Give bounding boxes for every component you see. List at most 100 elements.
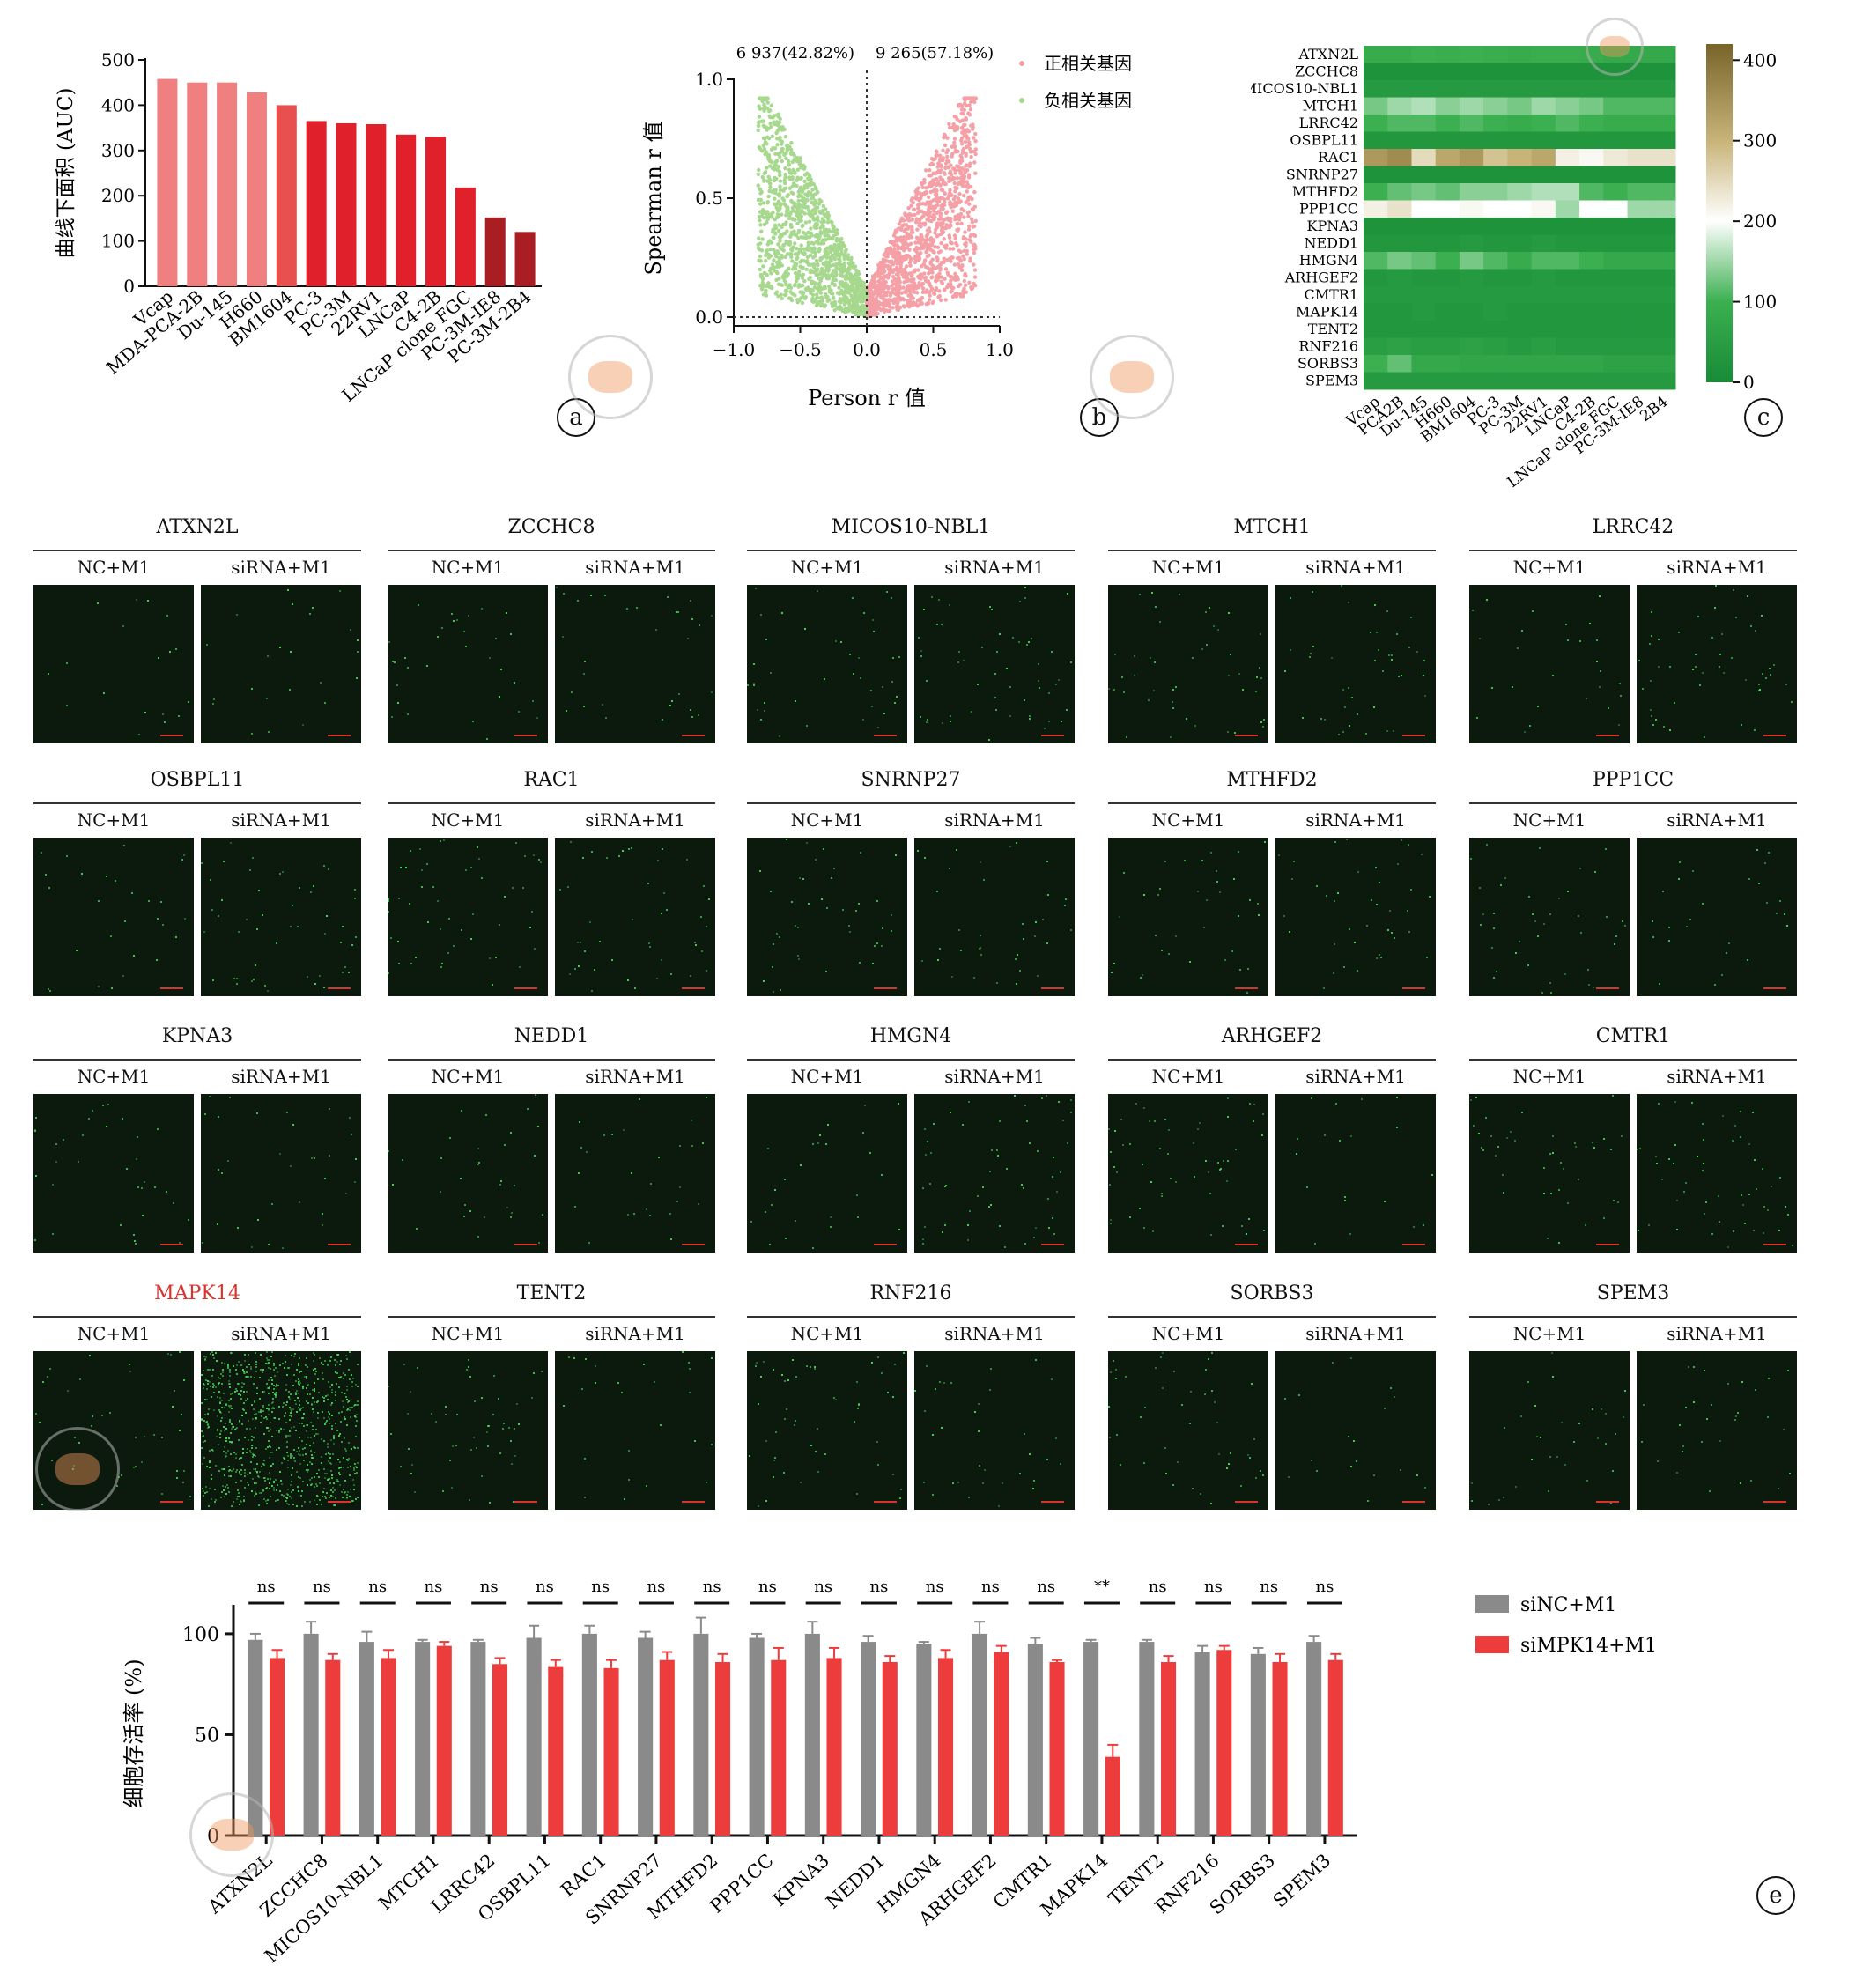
scatter-point-positive bbox=[895, 302, 899, 307]
scatter-point-positive bbox=[933, 288, 938, 292]
heatmap-cell bbox=[1387, 372, 1412, 390]
scatter-point-positive bbox=[934, 279, 938, 284]
heatmap-cell bbox=[1411, 286, 1437, 304]
bar-sinc bbox=[1306, 1642, 1322, 1836]
scatter-point-negative bbox=[766, 174, 771, 179]
scatter-point-positive bbox=[924, 190, 928, 196]
heatmap-cell bbox=[1651, 286, 1676, 304]
heatmap-row-label: OSBPL11 bbox=[1290, 132, 1358, 149]
scatter-point-positive bbox=[937, 289, 942, 293]
fluorescent-cells bbox=[1275, 1094, 1277, 1096]
heatmap-cell bbox=[1531, 218, 1556, 235]
heatmap-cell bbox=[1411, 183, 1437, 201]
scatter-point-positive bbox=[876, 306, 882, 311]
scatter-point-negative bbox=[763, 141, 768, 146]
scatter-point-negative bbox=[757, 145, 762, 150]
heatmap-cell bbox=[1411, 321, 1437, 338]
scatter-point-negative bbox=[823, 233, 827, 238]
heatmap-cell bbox=[1627, 234, 1652, 253]
scatter-point-negative bbox=[843, 297, 847, 301]
scatter-point-positive bbox=[959, 159, 965, 163]
scatter-point-positive bbox=[957, 255, 962, 261]
scatter-point-positive bbox=[892, 243, 897, 248]
scatter-point-positive bbox=[959, 107, 965, 112]
scatter-point-negative bbox=[803, 220, 809, 225]
scatter-point-negative bbox=[790, 246, 795, 250]
scatter-point-positive bbox=[923, 258, 928, 262]
scatter-point-positive bbox=[933, 231, 937, 235]
scatter-point-positive bbox=[882, 253, 886, 257]
bar-simpk14 bbox=[771, 1659, 787, 1836]
scatter-point-negative bbox=[828, 263, 833, 268]
scatter-point-negative bbox=[793, 203, 797, 208]
fluorescence-image bbox=[1108, 585, 1268, 743]
scatter-point-positive bbox=[900, 272, 905, 277]
scatter-point-negative bbox=[823, 285, 827, 291]
scatter-point-positive bbox=[945, 154, 950, 159]
scatter-point-positive bbox=[955, 221, 960, 226]
scatter-point-positive bbox=[889, 291, 894, 295]
scatter-point-negative bbox=[832, 283, 838, 288]
scatter-point-positive bbox=[945, 136, 950, 140]
scale-bar bbox=[1041, 1244, 1064, 1245]
scatter-point-negative bbox=[772, 235, 776, 240]
fluorescent-cells bbox=[555, 838, 557, 839]
scatter-point-positive bbox=[925, 232, 930, 237]
significance-label: ** bbox=[1094, 1578, 1110, 1596]
scatter-point-positive bbox=[882, 308, 887, 313]
bar-sinc bbox=[526, 1637, 542, 1836]
scatter-point-positive bbox=[919, 264, 924, 269]
scatter-point-positive bbox=[913, 212, 917, 218]
gene-title: MTCH1 bbox=[1233, 516, 1311, 538]
scatter-point-positive bbox=[914, 255, 920, 261]
x-tick-label: −1.0 bbox=[713, 339, 756, 360]
bar-simpk14 bbox=[1272, 1661, 1288, 1836]
heatmap-cell bbox=[1435, 115, 1460, 132]
condition-label-sirna: siRNA+M1 bbox=[1305, 1323, 1406, 1344]
scatter-point-negative bbox=[806, 230, 810, 235]
scatter-point-negative bbox=[810, 297, 816, 302]
journal-seal-watermark bbox=[1090, 335, 1174, 419]
heatmap-cell bbox=[1459, 337, 1484, 356]
scale-bar bbox=[328, 987, 351, 989]
scatter-point-negative bbox=[805, 183, 810, 188]
fluorescence-image bbox=[388, 1094, 548, 1253]
scatter-point-negative bbox=[803, 192, 808, 196]
heatmap-cell bbox=[1627, 303, 1652, 321]
scatter-point-positive bbox=[963, 129, 968, 135]
scatter-point-positive bbox=[931, 291, 936, 296]
scatter-point-positive bbox=[943, 267, 949, 271]
scatter-point-negative bbox=[843, 277, 848, 281]
scatter-point-positive bbox=[919, 233, 923, 238]
scatter-point-positive bbox=[923, 221, 928, 225]
heatmap-cell bbox=[1579, 200, 1604, 218]
heatmap-cell bbox=[1459, 252, 1484, 270]
journal-seal-watermark bbox=[35, 1427, 120, 1511]
heatmap-cell bbox=[1507, 372, 1533, 390]
gene-title: ZCCHC8 bbox=[507, 516, 595, 538]
scatter-point-positive bbox=[950, 209, 955, 213]
scatter-point-positive bbox=[952, 137, 957, 141]
scatter-point-positive bbox=[944, 258, 950, 262]
scatter-point-positive bbox=[901, 248, 906, 253]
scatter-point-negative bbox=[798, 247, 802, 252]
scatter-point-negative bbox=[799, 218, 803, 223]
heatmap-cell bbox=[1387, 200, 1412, 218]
scale-bar bbox=[1041, 735, 1064, 736]
scatter-point-negative bbox=[780, 225, 784, 230]
scale-bar bbox=[328, 1244, 351, 1245]
scatter-point-positive bbox=[908, 263, 913, 268]
heatmap-cell bbox=[1483, 252, 1508, 270]
gene-title: KPNA3 bbox=[161, 1025, 233, 1047]
scatter-point-negative bbox=[831, 278, 835, 283]
scatter-point-negative bbox=[832, 248, 837, 253]
scatter-point-negative bbox=[777, 255, 781, 261]
scatter-point-negative bbox=[839, 270, 844, 275]
scatter-point-positive bbox=[970, 220, 975, 225]
scale-bar bbox=[514, 987, 537, 989]
scatter-point-positive bbox=[891, 262, 896, 267]
scatter-point-negative bbox=[790, 259, 795, 263]
heatmap-cell bbox=[1459, 269, 1484, 287]
scatter-point-negative bbox=[783, 175, 788, 180]
scatter-point-positive bbox=[920, 246, 925, 250]
